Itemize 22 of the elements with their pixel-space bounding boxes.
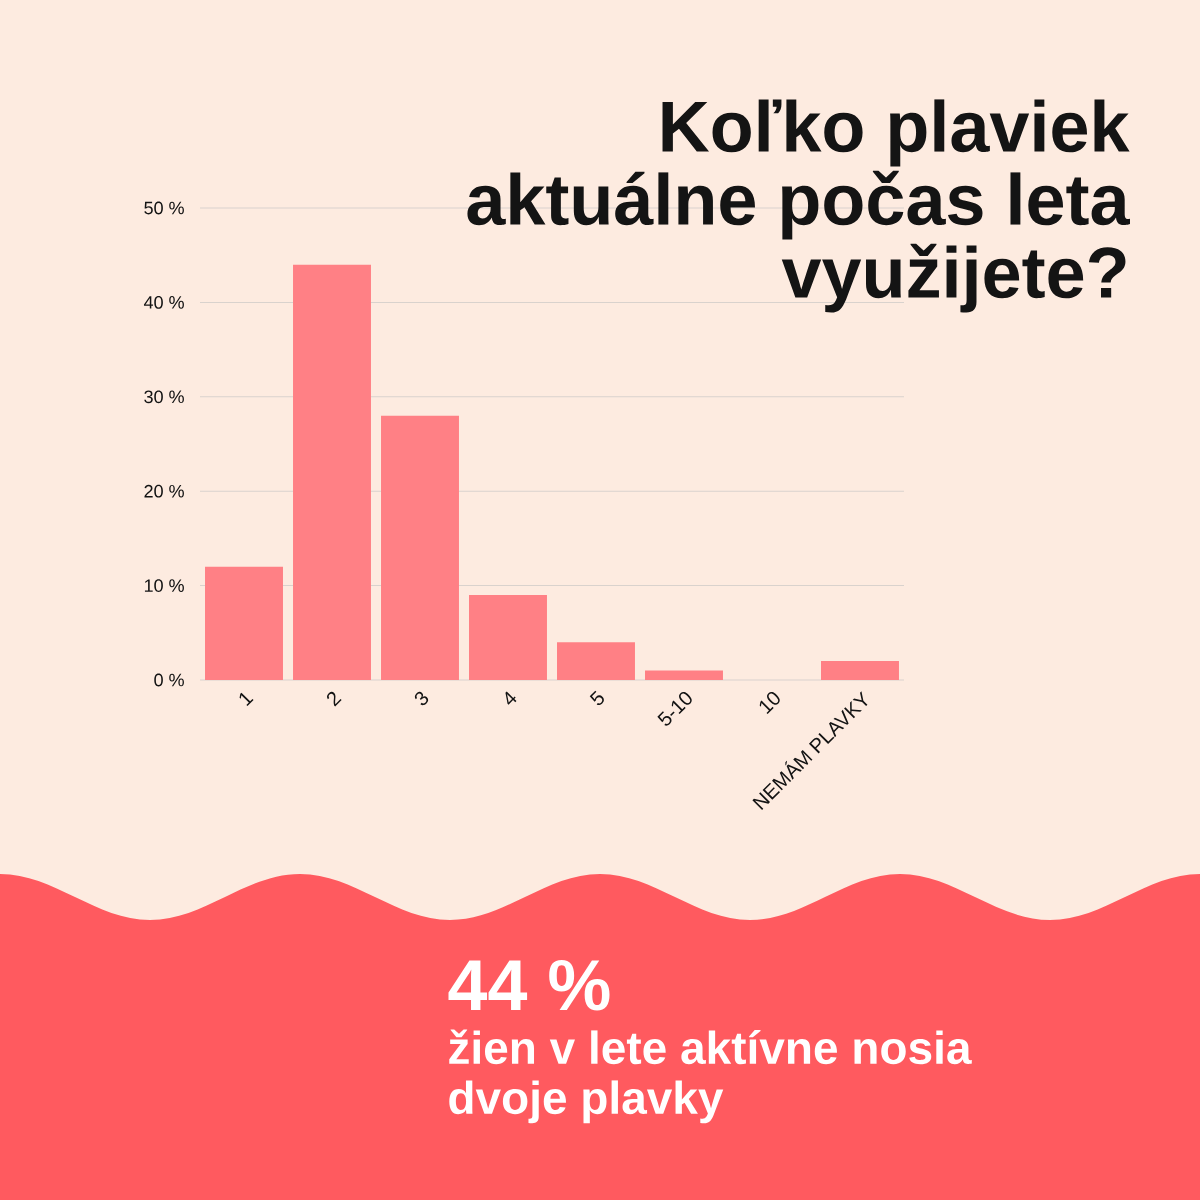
x-tick-label: 4: [505, 691, 517, 705]
bar: [557, 642, 635, 680]
x-tick-label: 3: [414, 691, 429, 706]
bar: [205, 566, 283, 680]
text: žien v lete aktívne nosia dvoje plavky: [449, 1029, 972, 1124]
y-tick-label: 10 %: [144, 579, 184, 592]
x-tick-label: 2: [326, 691, 342, 707]
y-tick-label: 50 %: [144, 201, 184, 215]
y-tick-label: 20 %: [144, 484, 184, 498]
bar: [645, 670, 723, 680]
bar: [381, 415, 459, 680]
bar: [821, 661, 899, 680]
y-tick-label: 0 %: [154, 673, 184, 687]
text: 44 %: [448, 959, 610, 1011]
y-tick-label: 40 %: [143, 296, 184, 309]
chart-title: Koľko plaviek aktuálne počas leta využijete?: [467, 99, 1130, 313]
y-tick-label: 30 %: [144, 390, 184, 404]
bar: [469, 595, 547, 680]
x-tick-label: 10: [759, 692, 780, 714]
x-tick-label: 1: [239, 692, 254, 707]
bar: [293, 264, 371, 680]
x-tick-label: 5: [589, 690, 604, 706]
